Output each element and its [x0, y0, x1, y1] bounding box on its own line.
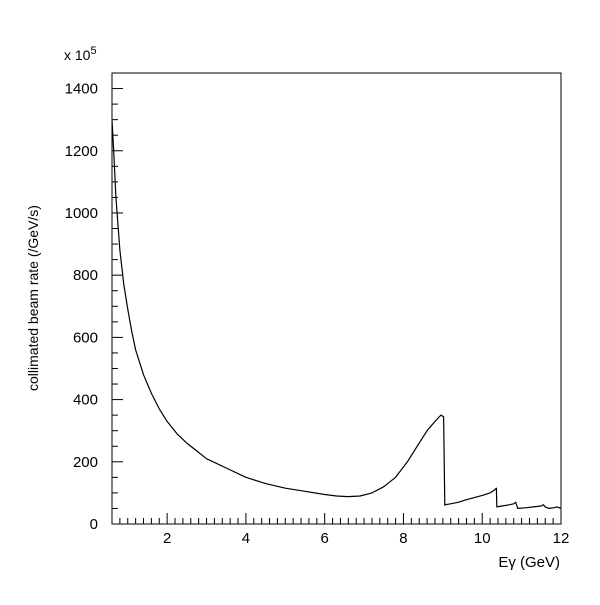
y-axis-multiplier-base: x 10	[64, 47, 91, 63]
series-line	[111, 119, 562, 509]
y-tick-label: 400	[73, 392, 98, 409]
x-tick-label: 8	[399, 530, 407, 547]
y-axis-ticks: 0 200 400 600 800 1000 1200 1400	[65, 72, 123, 533]
y-tick-label: 200	[73, 454, 98, 471]
x-tick-label: 6	[321, 530, 329, 547]
y-axis-multiplier: x 105	[64, 45, 97, 63]
x-axis-ticks: 2 4 6 8 10 12	[111, 513, 570, 547]
y-tick-label: 600	[73, 329, 98, 346]
x-tick-label: 10	[474, 530, 491, 547]
y-tick-label: 1200	[65, 143, 98, 160]
x-tick-label: 4	[242, 530, 250, 547]
y-tick-label: 0	[90, 516, 98, 533]
y-tick-label: 1400	[65, 81, 98, 98]
y-tick-label: 1000	[65, 205, 98, 222]
y-tick-label: 800	[73, 267, 98, 284]
y-axis-multiplier-exponent: 5	[90, 45, 96, 57]
plot-frame	[111, 72, 562, 525]
y-axis-label: collimated beam rate (/GeV/s)	[25, 205, 41, 391]
x-tick-label: 12	[553, 530, 570, 547]
x-tick-label: 2	[163, 530, 171, 547]
x-axis-label: Eγ (GeV)	[498, 554, 560, 571]
series-layer	[111, 119, 562, 509]
